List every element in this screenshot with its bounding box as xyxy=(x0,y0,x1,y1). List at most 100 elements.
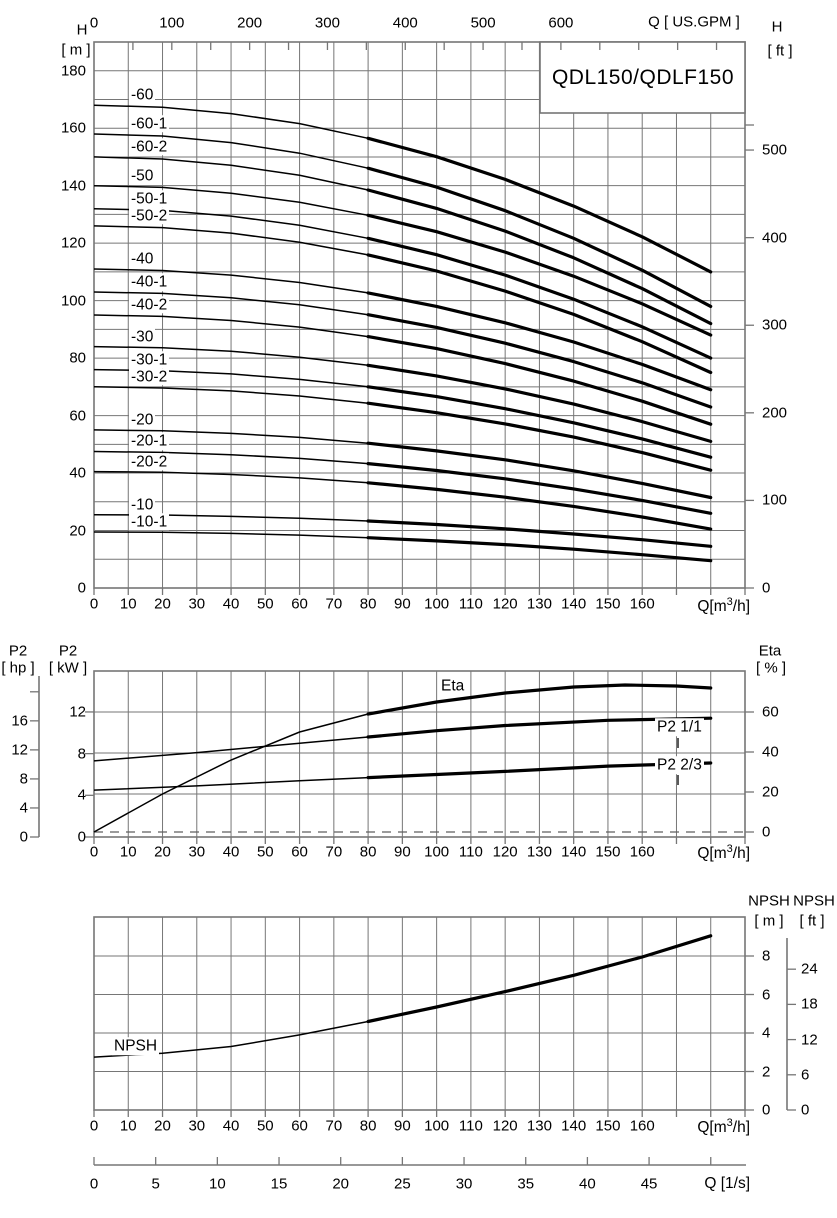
curve-label: -40 xyxy=(129,250,156,268)
power-flow-tick-label: 20 xyxy=(154,843,171,861)
ls-tick-label: 35 xyxy=(517,1175,535,1193)
npsh-flow-tick-label: 10 xyxy=(119,1117,137,1135)
curve-label: -30-1 xyxy=(129,350,170,369)
npsh-m-tick-label: 8 xyxy=(762,947,771,965)
head-flow-tick-label: 70 xyxy=(325,595,343,613)
npsh-flow-tick-label: 50 xyxy=(256,1117,274,1135)
npsh-flow-tick-label: 0 xyxy=(89,1117,99,1135)
unit-sup: 3 xyxy=(726,843,733,855)
head-flow-tick-label: 130 xyxy=(526,595,552,613)
curve-label: -20-1 xyxy=(129,432,170,451)
power-flow-tick-label: 160 xyxy=(629,843,655,861)
npsh-ft-axis-unit: [ ft ] xyxy=(799,912,825,930)
npsh-flow-tick-label: 130 xyxy=(526,1117,552,1135)
npsh-ft-tick-label: 0 xyxy=(801,1101,810,1119)
gpm-tick-label: 400 xyxy=(392,14,418,32)
head-flow-tick-label: 90 xyxy=(394,595,411,613)
kw-tick-label: 4 xyxy=(77,786,86,804)
ls-tick-label: 5 xyxy=(151,1175,160,1193)
npsh-ft-tick-label: 6 xyxy=(801,1066,810,1084)
power-kw-axis-symbol: P2 xyxy=(58,642,78,660)
head-m-tick-label: 0 xyxy=(77,579,86,597)
curve-label: -60 xyxy=(129,86,156,104)
head-right-axis-unit: [ ft ] xyxy=(767,42,793,60)
chart-title: QDL150/QDLF150 xyxy=(551,66,735,89)
npsh-flow-tick-label: 110 xyxy=(458,1117,483,1135)
npsh-flow-tick-label: 70 xyxy=(325,1117,343,1135)
curve-label: NPSH xyxy=(112,1037,160,1055)
head-ft-tick-label: 400 xyxy=(762,229,788,247)
npsh-flow-tick-label: 30 xyxy=(188,1117,206,1135)
head-m-tick-label: 180 xyxy=(60,62,86,80)
gpm-tick-label: 100 xyxy=(159,14,185,32)
curve-label: -50-2 xyxy=(129,207,170,225)
head-ft-tick-label: 200 xyxy=(762,404,788,422)
head-flow-tick-label: 120 xyxy=(492,595,518,613)
ls-tick-label: 20 xyxy=(332,1175,350,1193)
unit-text: /h] xyxy=(732,845,750,863)
npsh-flow-tick-label: 160 xyxy=(629,1117,655,1135)
power-flow-tick-label: 60 xyxy=(291,843,308,861)
head-flow-tick-label: 80 xyxy=(359,595,377,613)
npsh-m-axis-symbol: NPSH xyxy=(748,892,790,910)
unit-text: /h] xyxy=(732,1119,750,1137)
npsh-ft-tick-label: 18 xyxy=(801,995,818,1013)
ls-tick-label: 15 xyxy=(270,1175,288,1193)
eta-axis-unit: [ % ] xyxy=(755,659,787,677)
npsh-ft-tick-label: 24 xyxy=(801,960,818,978)
head-ft-tick-label: 0 xyxy=(762,579,771,597)
head-ft-tick-label: 300 xyxy=(762,316,788,334)
ls-axis-unit: Q [1/s] xyxy=(704,1175,750,1192)
ls-tick-label: 40 xyxy=(579,1175,596,1193)
unit-sup: 3 xyxy=(726,596,733,608)
power-flow-tick-label: 10 xyxy=(119,843,137,861)
ls-tick-label: 25 xyxy=(394,1175,411,1193)
curve-label: -20 xyxy=(129,411,156,429)
hp-tick-label: 8 xyxy=(19,770,28,788)
npsh-m-tick-label: 4 xyxy=(762,1024,771,1042)
head-flow-tick-label: 150 xyxy=(595,595,621,613)
curve-label: -10-1 xyxy=(129,513,170,531)
unit-sup: 3 xyxy=(726,1117,733,1129)
npsh-m-tick-label: 2 xyxy=(762,1063,771,1080)
head-flow-tick-label: 110 xyxy=(458,595,483,613)
power-flow-tick-label: 140 xyxy=(561,843,587,861)
head-m-tick-label: 120 xyxy=(60,234,86,252)
head-m-tick-label: 100 xyxy=(60,292,86,310)
curve-label: -50-1 xyxy=(129,189,170,208)
power-hp-axis-unit: [ hp ] xyxy=(1,659,35,677)
head-flow-tick-label: 0 xyxy=(89,595,99,613)
eta-tick-label: 20 xyxy=(762,783,779,801)
curve-label: P2 2/3 xyxy=(655,756,704,774)
head-m-tick-label: 160 xyxy=(60,119,86,137)
curve-label: -60-2 xyxy=(129,138,170,156)
power-flow-tick-label: 90 xyxy=(394,843,411,861)
npsh-flow-tick-label: 140 xyxy=(561,1117,587,1135)
ls-tick-label: 0 xyxy=(89,1175,99,1193)
ls-tick-label: 45 xyxy=(640,1175,658,1193)
power-flow-tick-label: 110 xyxy=(458,843,483,861)
gpm-tick-label: 200 xyxy=(237,14,263,32)
kw-tick-label: 8 xyxy=(77,745,86,763)
ls-tick-label: 30 xyxy=(455,1175,473,1193)
power-kw-axis-unit: [ kW ] xyxy=(48,659,88,677)
npsh-m-axis-unit: [ m ] xyxy=(754,912,784,930)
power-flow-tick-label: 150 xyxy=(595,843,621,861)
npsh-flow-tick-label: 90 xyxy=(394,1117,411,1135)
power-flow-tick-label: 70 xyxy=(325,843,343,861)
unit-text: Q[m xyxy=(697,598,727,616)
gpm-tick-label: 0 xyxy=(89,14,99,32)
curve-label: -50 xyxy=(129,166,156,185)
npsh-flow-tick-label: 100 xyxy=(424,1117,450,1135)
npsh-flow-tick-label: 20 xyxy=(154,1117,171,1135)
head-flow-tick-label: 60 xyxy=(291,595,308,613)
ls-tick-label: 10 xyxy=(209,1175,226,1193)
power-flow-tick-label: 120 xyxy=(492,843,518,861)
head-m-tick-label: 20 xyxy=(69,522,86,540)
eta-tick-label: 0 xyxy=(762,823,771,841)
curve-label: -10 xyxy=(129,495,156,514)
head-y-axis-unit: [ m ] xyxy=(61,41,91,59)
power-hp-axis-symbol: P2 xyxy=(8,642,28,660)
head-m-tick-label: 140 xyxy=(60,177,86,195)
